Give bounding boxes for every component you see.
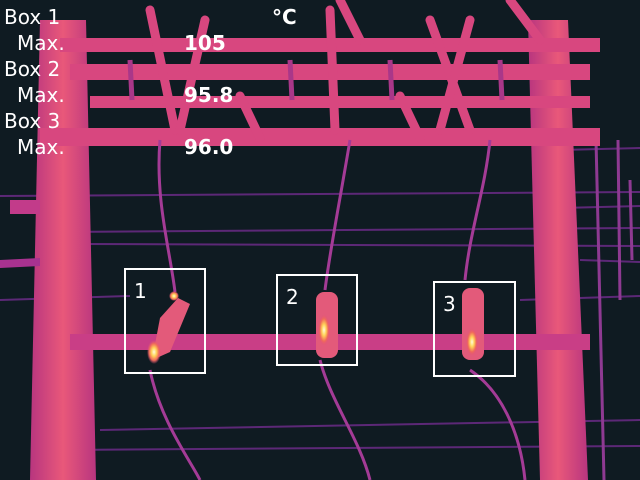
measurement-box-2[interactable]: 2 [276,274,358,366]
max-label: Max. [17,135,65,159]
max-label: Max. [17,83,65,107]
box-2-max-row: Max. [17,82,65,108]
box-3-max-row: Max. [17,134,65,160]
insulator-3 [462,288,484,360]
box-2-label: Box 2 [4,57,61,81]
box-1-label: Box 1 [4,5,61,29]
temperature-unit: °C [272,5,297,29]
box-3-label: Box 3 [4,109,61,133]
right-thin-masts [594,139,634,480]
measurement-box-number: 1 [134,279,147,303]
measurement-readout: °C Box 1 Max. 105 Box 2 Max. 95.8 Box 3 … [0,0,320,170]
insulator-2 [316,292,338,358]
max-label: Max. [17,31,65,55]
box-1-max-value: 105 [184,31,226,55]
measurement-box-number: 2 [286,285,299,309]
insulator-1 [147,291,190,364]
measurement-box-1[interactable]: 1 [124,268,206,374]
right-pole [528,20,588,480]
drop-wires [148,139,527,480]
bracing [145,0,545,143]
measurement-box-3[interactable]: 3 [433,281,516,377]
box-2-max-value: 95.8 [184,83,234,107]
box-1-max-row: Max. [17,30,65,56]
measurement-box-number: 3 [443,292,456,316]
box-3-max-value: 96.0 [184,135,234,159]
